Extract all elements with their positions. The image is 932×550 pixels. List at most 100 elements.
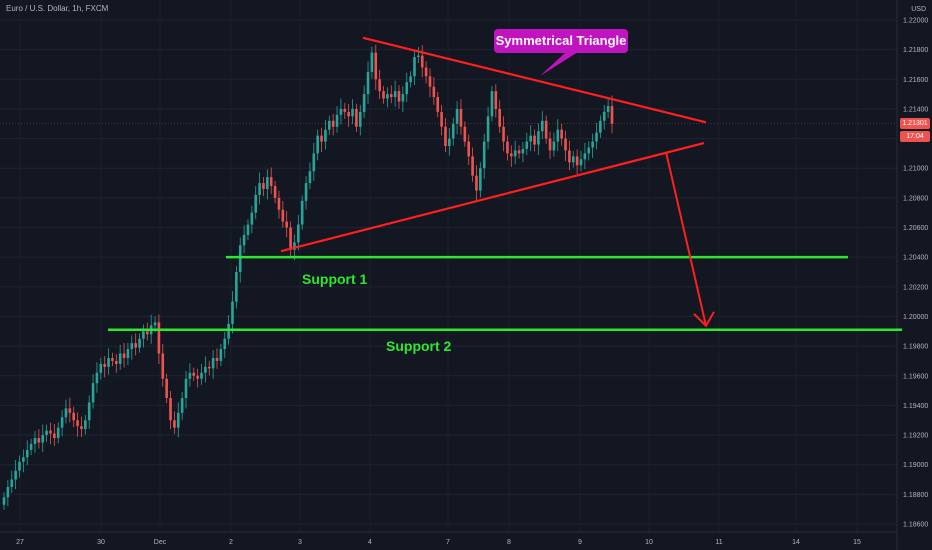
candle-body xyxy=(308,171,312,184)
candle-body xyxy=(606,105,610,112)
candle-body xyxy=(424,67,428,77)
price-tick-label: 1.19600 xyxy=(903,373,928,380)
candle-body xyxy=(571,156,575,163)
candle-body xyxy=(529,135,532,142)
candle-body xyxy=(510,153,513,157)
candle-body xyxy=(215,357,219,361)
candle-body xyxy=(591,141,594,148)
price-tick-label: 1.19400 xyxy=(903,403,928,410)
candle-body xyxy=(300,200,304,225)
candle-body xyxy=(169,397,172,421)
candle-body xyxy=(76,420,79,427)
candles xyxy=(2,44,614,510)
lower-trendline xyxy=(280,141,705,253)
candle-body xyxy=(389,94,393,98)
candle-body xyxy=(192,372,196,376)
candle-body xyxy=(157,322,161,354)
callout-pointer xyxy=(540,52,578,76)
candle-body xyxy=(583,153,587,160)
candle-body xyxy=(176,412,180,428)
price-tick-label: 1.18800 xyxy=(903,492,928,499)
candle-body xyxy=(482,141,486,169)
candle-body xyxy=(575,156,579,166)
candle-body xyxy=(335,114,339,127)
candle-body xyxy=(242,234,246,246)
candle-body xyxy=(103,363,106,367)
time-tick-label: 11 xyxy=(715,539,722,546)
price-tick-label: 1.21400 xyxy=(903,106,928,113)
candle-body xyxy=(25,449,29,458)
candle-body xyxy=(540,120,544,132)
candle-body xyxy=(273,186,277,198)
candle-body xyxy=(494,91,498,109)
candle-body xyxy=(53,433,56,439)
candle-body xyxy=(99,363,103,373)
candle-body xyxy=(506,141,509,154)
candle-body xyxy=(331,120,335,127)
candle-body xyxy=(490,91,494,117)
candle-body xyxy=(126,349,130,358)
candle-body xyxy=(223,338,227,350)
candle-body xyxy=(587,147,591,154)
candle-body xyxy=(413,57,416,77)
candle-body xyxy=(207,366,211,369)
price-tick-label: 1.19200 xyxy=(903,433,928,440)
candle-body xyxy=(250,212,254,225)
support1-label: Support 1 xyxy=(302,271,368,287)
candle-body xyxy=(95,372,99,384)
candle-body xyxy=(188,372,192,379)
candle-body xyxy=(142,331,145,339)
candle-body xyxy=(196,375,199,379)
candle-body xyxy=(281,209,285,222)
candle-body xyxy=(289,227,292,250)
candle-body xyxy=(401,94,405,102)
candle-body xyxy=(45,430,48,436)
candle-body xyxy=(463,126,467,142)
candle-body xyxy=(440,111,443,127)
candle-body xyxy=(184,378,188,398)
candle-body xyxy=(122,353,126,358)
candle-body xyxy=(448,138,451,146)
price-axis: 1.220001.218001.216001.214001.212001.210… xyxy=(903,18,928,529)
candle-body xyxy=(238,245,242,272)
candle-body xyxy=(138,338,141,348)
price-tick-label: 1.19800 xyxy=(903,344,928,351)
candle-body xyxy=(409,76,412,83)
candle-body xyxy=(200,372,203,379)
price-tick-label: 1.21000 xyxy=(903,166,928,173)
candle-body xyxy=(355,108,358,127)
candle-body xyxy=(18,461,21,471)
candle-body xyxy=(68,408,72,413)
grid-lines xyxy=(0,19,895,525)
candle-body xyxy=(153,322,157,326)
candle-body xyxy=(537,131,540,145)
candle-body xyxy=(420,55,424,68)
candle-body xyxy=(370,52,374,72)
candle-body xyxy=(533,135,536,145)
candle-body xyxy=(479,168,482,191)
time-tick-label: 14 xyxy=(792,539,800,546)
support2-label: Support 2 xyxy=(386,338,452,354)
candle-body xyxy=(266,177,269,189)
candle-body xyxy=(568,150,571,163)
countdown-tag: 17:04 xyxy=(900,131,930,142)
price-tick-label: 1.22000 xyxy=(903,18,928,25)
price-tick-label: 1.20800 xyxy=(903,195,928,202)
candle-body xyxy=(80,426,83,430)
candle-body xyxy=(358,111,362,127)
price-tick-label: 1.21600 xyxy=(903,77,928,84)
candle-body xyxy=(293,242,296,250)
time-tick-label: 30 xyxy=(97,539,105,546)
candle-body xyxy=(41,435,45,443)
candle-body xyxy=(459,108,463,127)
candle-body xyxy=(386,94,389,99)
currency-label: USD xyxy=(911,6,926,13)
candle-body xyxy=(235,271,238,302)
candle-body xyxy=(161,353,165,379)
time-tick-label: 4 xyxy=(368,539,372,546)
candle-body xyxy=(602,111,606,121)
price-tick-label: 1.20600 xyxy=(903,225,928,232)
candle-body xyxy=(525,141,529,149)
candle-body xyxy=(14,470,17,480)
